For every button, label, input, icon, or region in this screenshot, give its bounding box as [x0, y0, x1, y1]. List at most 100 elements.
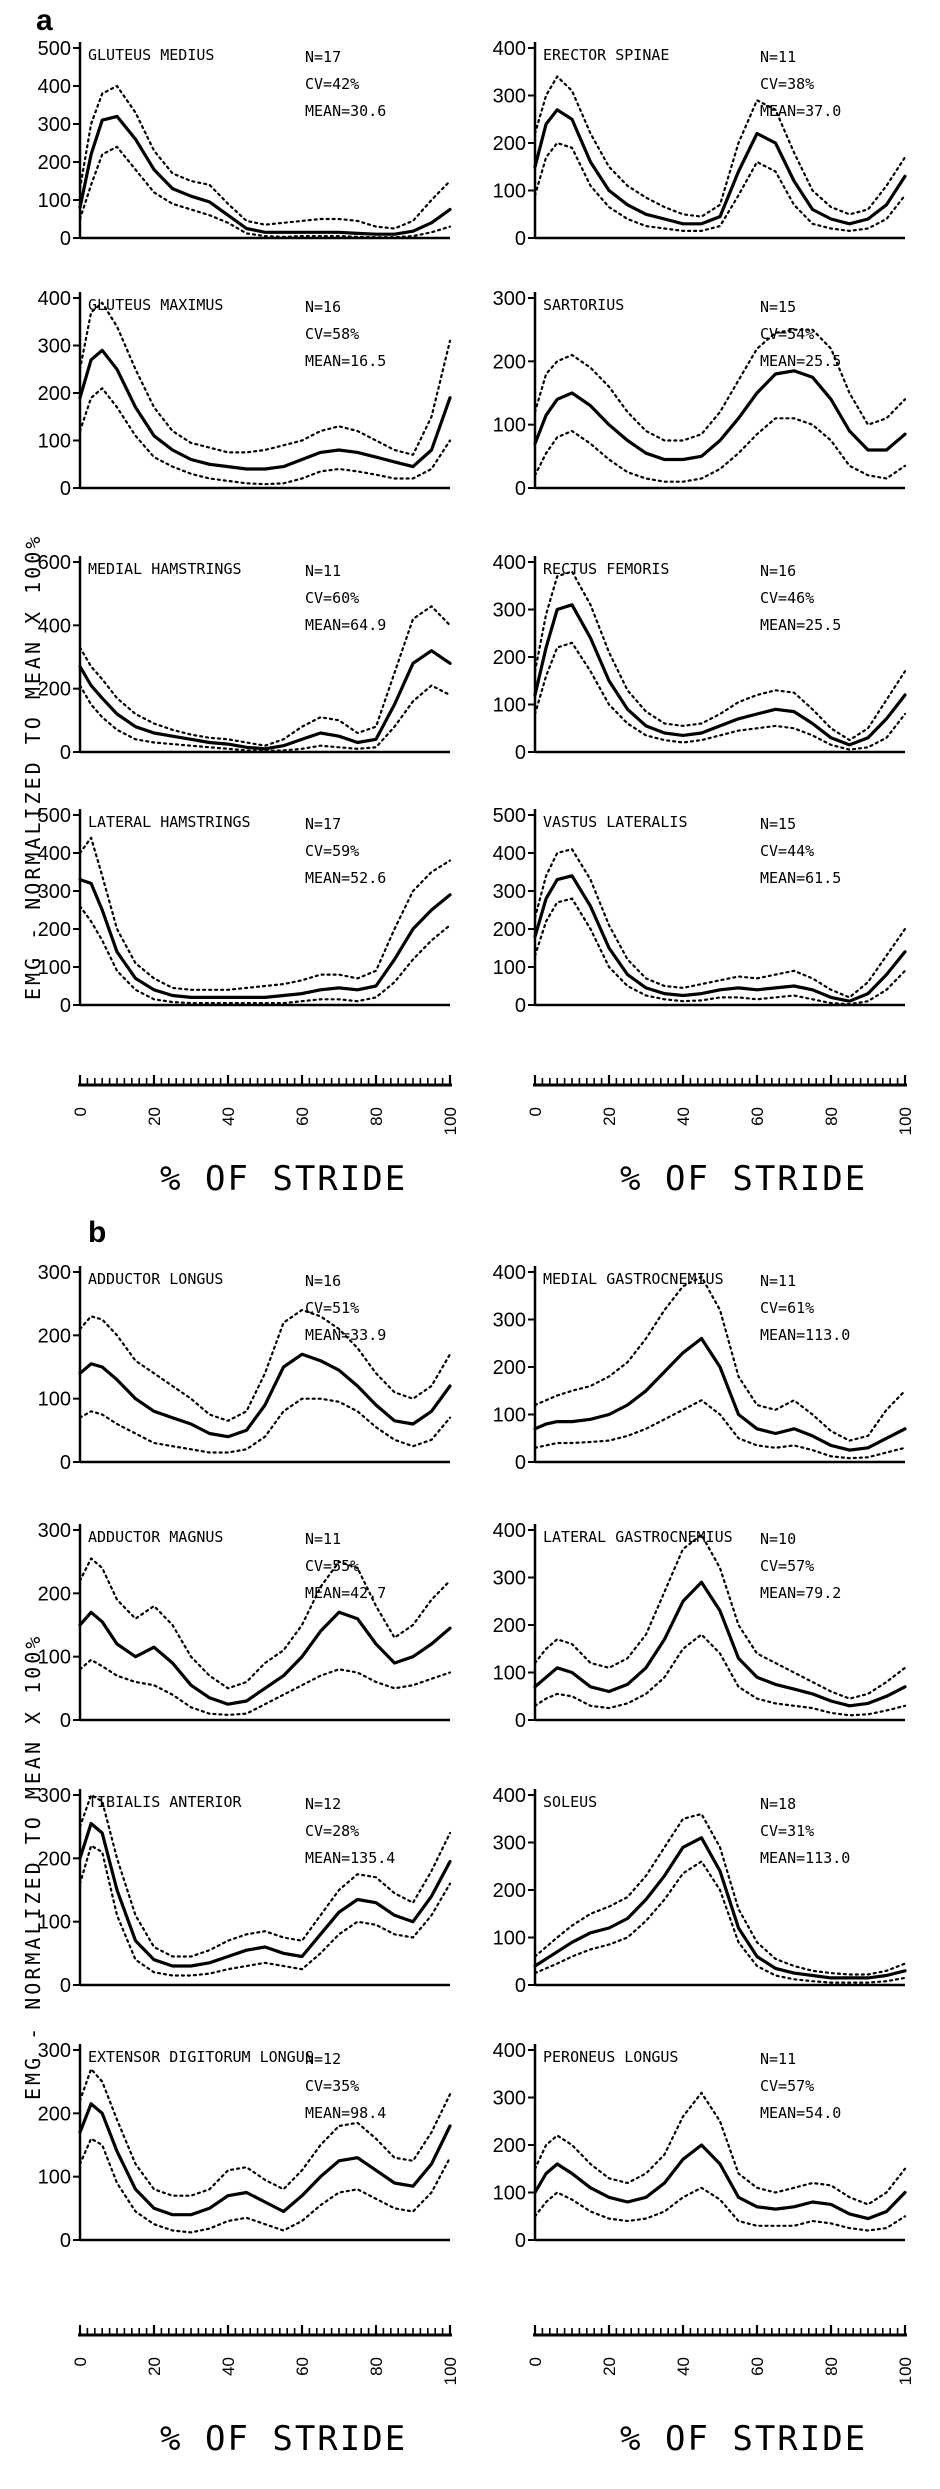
- std-band-curve: [533, 570, 907, 742]
- chart-title: SOLEUS: [543, 1793, 597, 1811]
- y-tick-label: 100: [38, 1389, 71, 1411]
- emg-chart: 0 100 200 300 SARTORIUS N=15 CV=54% MEAN=25.5: [493, 288, 907, 500]
- stride-tick-label: 20: [600, 1107, 619, 1126]
- stride-tick-label: 20: [145, 2357, 164, 2376]
- y-tick-label: 100: [493, 1928, 526, 1950]
- std-band-curve: [533, 1275, 907, 1442]
- chart-stat: CV=28%: [305, 1822, 359, 1840]
- std-band-curve: [533, 2186, 907, 2232]
- chart-title: SARTORIUS: [543, 296, 624, 314]
- stride-tick-label: 80: [822, 2357, 841, 2376]
- emg-chart: 0 100 200 300 ADDUCTOR MAGNUS N=11 CV=55% MEAN=…: [38, 1520, 452, 1732]
- mean-curve: [78, 1610, 452, 1706]
- chart-stat: CV=61%: [760, 1299, 814, 1317]
- stride-tick-label: 80: [367, 1107, 386, 1126]
- chart-stat: N=11: [760, 2050, 796, 2068]
- chart-stat: MEAN=135.4: [305, 1849, 395, 1867]
- y-tick-label: 0: [60, 228, 71, 250]
- panel-b-label: b: [88, 1216, 106, 1249]
- y-tick-label: 300: [493, 288, 526, 310]
- y-tick-label: 100: [493, 2183, 526, 2205]
- y-tick-label: 100: [38, 1647, 71, 1669]
- y-tick-label: 0: [515, 478, 526, 500]
- y-tick-label: 200: [38, 383, 71, 405]
- mean-curve: [533, 1580, 907, 1708]
- chart-stat: CV=58%: [305, 325, 359, 343]
- x-axis-label-b-right: % OF STRIDE: [620, 2419, 867, 2459]
- std-band-curve: [533, 641, 907, 751]
- mean-curve: [78, 2102, 452, 2217]
- chart-stat: N=15: [760, 815, 796, 833]
- chart-stat: MEAN=113.0: [760, 1849, 850, 1867]
- std-band-curve: [533, 1812, 907, 1976]
- emg-chart: 0 100 200 300 ADDUCTOR LONGUS N=16 CV=51% MEAN=…: [38, 1262, 452, 1474]
- y-tick-label: 400: [493, 552, 526, 574]
- chart-stat: MEAN=98.4: [305, 2104, 386, 2122]
- std-band-curve: [78, 1397, 452, 1454]
- stride-tick-label: 60: [293, 2357, 312, 2376]
- chart-stat: MEAN=33.9: [305, 1326, 386, 1344]
- stride-tick-label: 100: [896, 2357, 915, 2385]
- stride-tick-label: 100: [441, 2357, 460, 2385]
- panel-a-label: a: [36, 4, 53, 37]
- stride-axis: 0 20 40 60 80 100: [71, 2325, 460, 2385]
- y-tick-label: 300: [38, 1520, 71, 1542]
- std-band-curve: [78, 2137, 452, 2234]
- std-band-curve: [533, 1399, 907, 1460]
- chart-title: ADDUCTOR MAGNUS: [88, 1528, 223, 1546]
- chart-stat: CV=46%: [760, 589, 814, 607]
- std-band-curve: [533, 417, 907, 483]
- chart-stat: CV=51%: [305, 1299, 359, 1317]
- chart-title: ERECTOR SPINAE: [543, 46, 669, 64]
- std-band-curve: [78, 387, 452, 486]
- y-tick-label: 0: [60, 478, 71, 500]
- chart-stat: N=11: [305, 1530, 341, 1548]
- y-tick-label: 0: [515, 1710, 526, 1732]
- chart-title: MEDIAL HAMSTRINGS: [88, 560, 242, 578]
- std-band-curve: [78, 301, 452, 456]
- stride-tick-label: 80: [367, 2357, 386, 2376]
- std-band-curve: [533, 1633, 907, 1717]
- chart-stat: CV=57%: [760, 1557, 814, 1575]
- x-axis-label-a-right: % OF STRIDE: [620, 1159, 867, 1199]
- mean-curve: [533, 108, 907, 226]
- chart-title: LATERAL HAMSTRINGS: [88, 813, 251, 831]
- std-band-curve: [533, 1860, 907, 1984]
- chart-stat: MEAN=25.5: [760, 616, 841, 634]
- emg-chart: 0 100 200 300 400 SOLEUS N=18 CV=31% MEAN=113.0: [493, 1785, 907, 1997]
- y-tick-label: 100: [493, 1405, 526, 1427]
- mean-curve: [78, 114, 452, 236]
- std-band-curve: [533, 897, 907, 1006]
- y-axis-label-b: EMG - NORMALIZED TO MEAN X 100%: [21, 1634, 45, 2100]
- y-tick-label: 500: [493, 805, 526, 827]
- std-band-curve: [533, 75, 907, 218]
- chart-stat: N=16: [305, 298, 341, 316]
- y-tick-label: 300: [38, 881, 71, 903]
- mean-curve: [78, 348, 452, 471]
- y-tick-label: 400: [493, 843, 526, 865]
- chart-stat: CV=54%: [760, 325, 814, 343]
- chart-stat: MEAN=30.6: [305, 102, 386, 120]
- stride-tick-label: 20: [600, 2357, 619, 2376]
- chart-stat: MEAN=79.2: [760, 1584, 841, 1602]
- stride-tick-label: 60: [748, 1107, 767, 1126]
- stride-tick-label: 100: [896, 1107, 915, 1135]
- y-tick-label: 200: [38, 679, 71, 701]
- emg-chart: 0 100 200 300 400 LATERAL GASTROCNEMIUS N=10 CV…: [493, 1520, 907, 1732]
- y-tick-label: 200: [493, 1357, 526, 1379]
- y-tick-label: 100: [38, 1912, 71, 1934]
- emg-chart: 0 100 200 300 400 ERECTOR SPINAE N=11 CV=38% MEA…: [493, 38, 907, 250]
- y-tick-label: 400: [493, 1262, 526, 1284]
- chart-stat: N=18: [760, 1795, 796, 1813]
- emg-chart: 0 200 400 600 MEDIAL HAMSTRINGS N=11 CV=60% MEA…: [38, 552, 452, 764]
- mean-curve: [78, 1821, 452, 1968]
- y-tick-label: 400: [493, 1520, 526, 1542]
- stride-tick-label: 100: [441, 1107, 460, 1135]
- y-tick-label: 0: [515, 228, 526, 250]
- y-tick-label: 200: [493, 647, 526, 669]
- mean-curve: [533, 603, 907, 747]
- y-tick-label: 400: [493, 2040, 526, 2062]
- emg-chart: 0 100 200 300 400 GLUTEUS MAXIMUS N=16 CV=58% ME…: [38, 288, 452, 500]
